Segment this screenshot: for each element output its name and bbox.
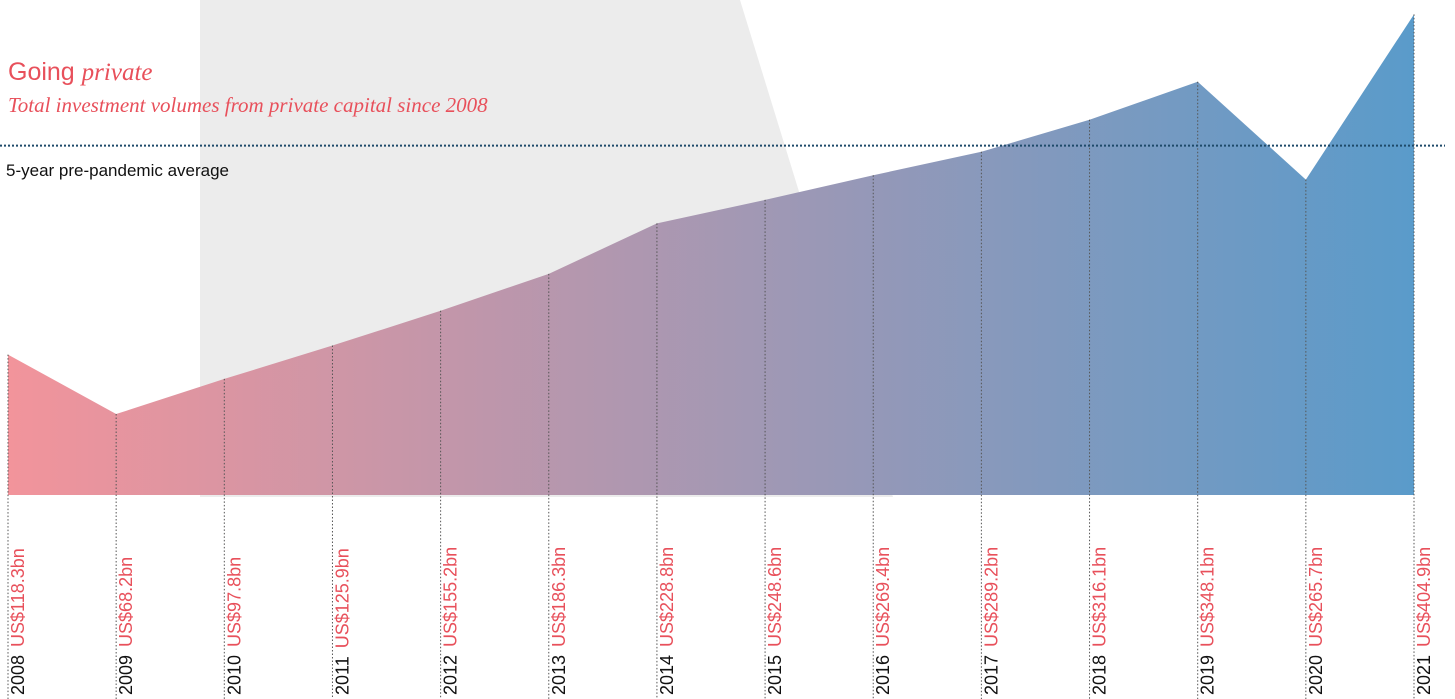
value-label: US$186.3bn	[549, 547, 569, 647]
area	[8, 14, 1414, 495]
year-label: 2011	[332, 656, 352, 695]
value-label: US$125.9bn	[332, 548, 352, 648]
x-label: 2011 US$125.9bn	[332, 548, 352, 695]
x-label: 2017 US$289.2bn	[981, 547, 1001, 695]
average-label: 5-year pre-pandemic average	[6, 161, 229, 180]
value-label: US$228.8bn	[657, 547, 677, 647]
x-label: 2016 US$269.4bn	[873, 547, 893, 695]
x-label: 2019 US$348.1bn	[1198, 547, 1218, 695]
year-label: 2008	[8, 655, 28, 695]
value-label: US$118.3bn	[8, 548, 28, 647]
year-label: 2013	[549, 655, 569, 695]
x-label: 2012 US$155.2bn	[441, 547, 461, 695]
value-label: US$155.2bn	[441, 547, 461, 647]
year-label: 2015	[765, 655, 785, 695]
year-label: 2012	[441, 655, 461, 695]
value-label: US$289.2bn	[981, 547, 1001, 647]
value-label: US$348.1bn	[1198, 547, 1218, 647]
value-label: US$269.4bn	[873, 547, 893, 647]
year-label: 2019	[1198, 655, 1218, 695]
x-label: 2010 US$97.8bn	[224, 557, 244, 695]
year-label: 2018	[1090, 655, 1110, 695]
year-label: 2010	[224, 655, 244, 695]
title-emphasis: private	[80, 59, 153, 86]
x-label: 2009 US$68.2bn	[116, 557, 136, 695]
x-label: 2020 US$265.7bn	[1306, 547, 1326, 695]
x-label: 2015 US$248.6bn	[765, 547, 785, 695]
value-label: US$404.9bn	[1414, 547, 1434, 647]
plot: 2008 US$118.3bn 2009 US$68.2bn 2010 US$97.8bn…	[7, 14, 1434, 699]
year-label: 2021	[1414, 655, 1434, 695]
chart-title: Going private	[8, 58, 153, 86]
value-label: US$68.2bn	[116, 557, 136, 647]
year-label: 2016	[873, 655, 893, 695]
x-label: 2008 US$118.3bn	[8, 548, 28, 695]
x-label: 2014 US$228.8bn	[657, 547, 677, 695]
x-label: 2018 US$316.1bn	[1090, 547, 1110, 695]
chart-subtitle: Total investment volumes from private ca…	[8, 93, 488, 117]
x-label: 2013 US$186.3bn	[549, 547, 569, 695]
x-label: 2021 US$404.9bn	[1414, 547, 1434, 695]
year-label: 2009	[116, 655, 136, 695]
value-label: US$265.7bn	[1306, 547, 1326, 647]
year-label: 2020	[1306, 655, 1326, 695]
value-label: US$97.8bn	[224, 557, 244, 647]
value-label: US$316.1bn	[1090, 547, 1110, 647]
title-text: Going	[8, 58, 75, 86]
value-label: US$248.6bn	[765, 547, 785, 647]
year-label: 2014	[657, 655, 677, 695]
year-label: 2017	[981, 655, 1001, 695]
